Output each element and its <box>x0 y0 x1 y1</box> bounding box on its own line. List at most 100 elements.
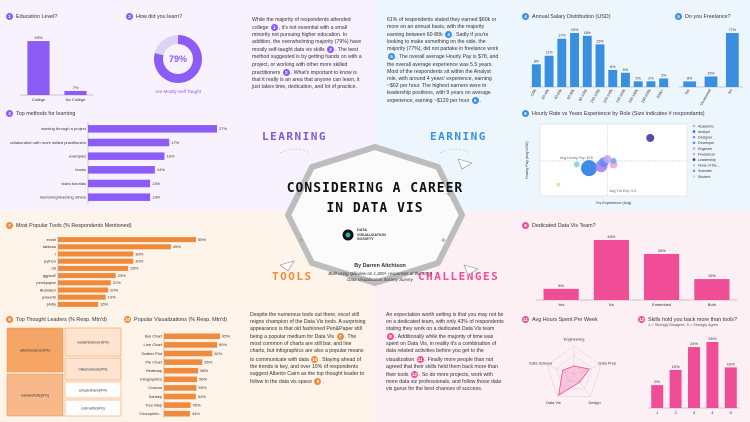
dvs-logo-icon <box>342 229 354 241</box>
tick-label: Sankey <box>149 394 162 399</box>
dedicated-chart[interactable]: 8% Yes 43% No 33% Embedded 15% Both <box>522 230 747 310</box>
panel-title: Dedicated Data Vis Team? <box>532 222 596 229</box>
data-label: 55% <box>198 385 206 390</box>
learned-donut[interactable]: 79% Are Mostly Self Taught <box>126 21 231 105</box>
panel-number: 1 <box>6 13 13 20</box>
tools-chart[interactable]: excel 55% tableau 45% r 30% python 30% d3 28% ggpl… <box>6 232 226 310</box>
text-ref-badge: 4 <box>445 31 453 39</box>
scatter-point <box>603 155 612 164</box>
bar <box>706 342 719 408</box>
freelance-chart[interactable]: 8% Yes 15% Occasional 77% No <box>675 21 747 107</box>
skills-chart[interactable]: 9% 1 15% 2 24% 3 26% 4 16% 5 <box>638 330 748 418</box>
bar <box>557 38 567 87</box>
center-title-line1: CONSIDERING A CAREER <box>286 181 464 196</box>
data-label: 44% <box>192 411 200 416</box>
panel-number: 2 <box>126 13 133 20</box>
data-label: 27% <box>219 126 227 131</box>
tick-label: 2 <box>674 410 677 415</box>
bar <box>88 193 151 201</box>
tick-label: Bar Chart <box>145 334 163 339</box>
text-segment: . Staying ahead of the trends is key, an… <box>250 356 365 385</box>
salary-chart[interactable]: 8% <20k 11% 20-40k 17% 40-60k 19% 60-80k 18% 80-1… <box>522 21 672 107</box>
education-chart[interactable]: 93% College 7% No College <box>6 23 114 105</box>
earning-heading: EARNING <box>430 130 487 143</box>
tick-label: Occasional <box>699 88 712 106</box>
dedicated-panel: 8 Dedicated Data Vis Team? 8% Yes 43% No 33% E… <box>522 222 747 310</box>
data-label: 55% <box>198 237 206 242</box>
tick-label: Yes <box>558 302 565 307</box>
methods-chart[interactable]: working through a project 27% collaboratio… <box>6 120 231 206</box>
data-label: 26% <box>708 336 716 341</box>
text-segment: . <box>322 378 324 385</box>
legend-swatch <box>692 124 696 128</box>
bar <box>27 41 50 95</box>
visualizations-chart[interactable]: Bar Chart 95% Line Chart 90% Scatter Plot 82%… <box>124 326 234 420</box>
bar <box>88 166 155 174</box>
bar <box>88 152 165 160</box>
tick-label: python <box>44 259 56 264</box>
text-ref-badge: 11 <box>416 355 424 363</box>
treemap-cell <box>6 327 64 373</box>
data-label: 21% <box>113 280 121 285</box>
text-ref-badge: 1 <box>270 24 278 32</box>
panel-title: How did you learn? <box>136 13 183 20</box>
tick-label: r <box>55 251 57 256</box>
hours-radar[interactable]: Engineering Data Prep Design Data Vis Data S… <box>522 324 634 420</box>
hourly-chart[interactable]: Avg Hourly Pay: $78 Avg Yrs Exp: 5.5 Hourl… <box>522 118 747 208</box>
panel-title: Most Popular Tools (% Respondents Mentio… <box>16 222 132 229</box>
legend-swatch <box>692 169 696 173</box>
tick-label: 20-40k <box>541 88 550 100</box>
tick-label: examples <box>69 153 86 158</box>
radar-label: Data Science <box>529 361 552 366</box>
panel-title: Hourly Rate vs Years Experience by Role … <box>532 110 705 117</box>
bar <box>164 410 190 417</box>
tick-label: 100-120k <box>590 88 601 103</box>
avg-yrs-label: Avg Yrs Exp: 5.5 <box>609 189 636 193</box>
treemap-cell <box>64 399 122 417</box>
bar <box>164 402 191 408</box>
methods-panel: 3 Top methods for learning working throug… <box>6 110 231 206</box>
bar <box>593 240 629 300</box>
pie-slice <box>154 35 202 83</box>
star-icon: ✦ <box>298 236 305 245</box>
paper-plane-icon <box>463 264 479 276</box>
bar <box>608 69 618 87</box>
scatter-point <box>573 161 580 168</box>
legend-swatch <box>692 158 696 161</box>
bar <box>544 55 554 87</box>
legend-swatch <box>692 141 696 145</box>
legend-entry: Designer <box>698 136 713 140</box>
bar <box>724 367 737 408</box>
panel-title: Avg Hours Spent Per Week <box>532 316 598 323</box>
legend-entry: Academic <box>698 124 714 128</box>
data-label: 19% <box>571 28 579 32</box>
legend-entry: Developer <box>698 141 715 145</box>
star-icon: ✦ <box>440 236 447 245</box>
text-segment: . The overall average Hourly Pay is $78,… <box>387 54 499 105</box>
data-label: 65% <box>204 359 212 364</box>
legend-entry: Engineer <box>698 147 713 151</box>
tick-label: illustrator <box>40 287 57 292</box>
radar-axis <box>573 373 591 397</box>
visualizations-panel: 10 Popular Visualizations (% Resp. Mtn'd)… <box>124 316 234 420</box>
data-label: 17% <box>171 140 179 145</box>
center-title-line2: IN DATA VIS <box>326 201 424 216</box>
bar <box>646 81 656 87</box>
panel-title: Skills hold you back more than tools? <box>648 316 737 323</box>
legend-entry: Freelancer <box>698 152 716 156</box>
author: By Darren Aitchison <box>354 263 406 269</box>
data-label: 30% <box>135 251 143 256</box>
leaders-treemap[interactable]: albertocairo(10%) edwardtufte(9%) nadiehbr… <box>6 327 122 417</box>
bar <box>58 237 196 243</box>
treemap-cell <box>64 381 122 399</box>
bar <box>64 90 87 95</box>
tick-label: 1 <box>656 410 659 415</box>
panel-number: 8 <box>522 222 529 229</box>
text-segment: 61% of respondents stated they earned $6… <box>387 17 497 39</box>
data-label: 93% <box>34 35 42 40</box>
tick-label: books <box>75 167 86 172</box>
tick-label: Tree Map <box>145 402 163 407</box>
pie-slice <box>154 35 178 56</box>
tick-label: powerbi <box>42 295 56 300</box>
radar-axis <box>573 365 601 375</box>
